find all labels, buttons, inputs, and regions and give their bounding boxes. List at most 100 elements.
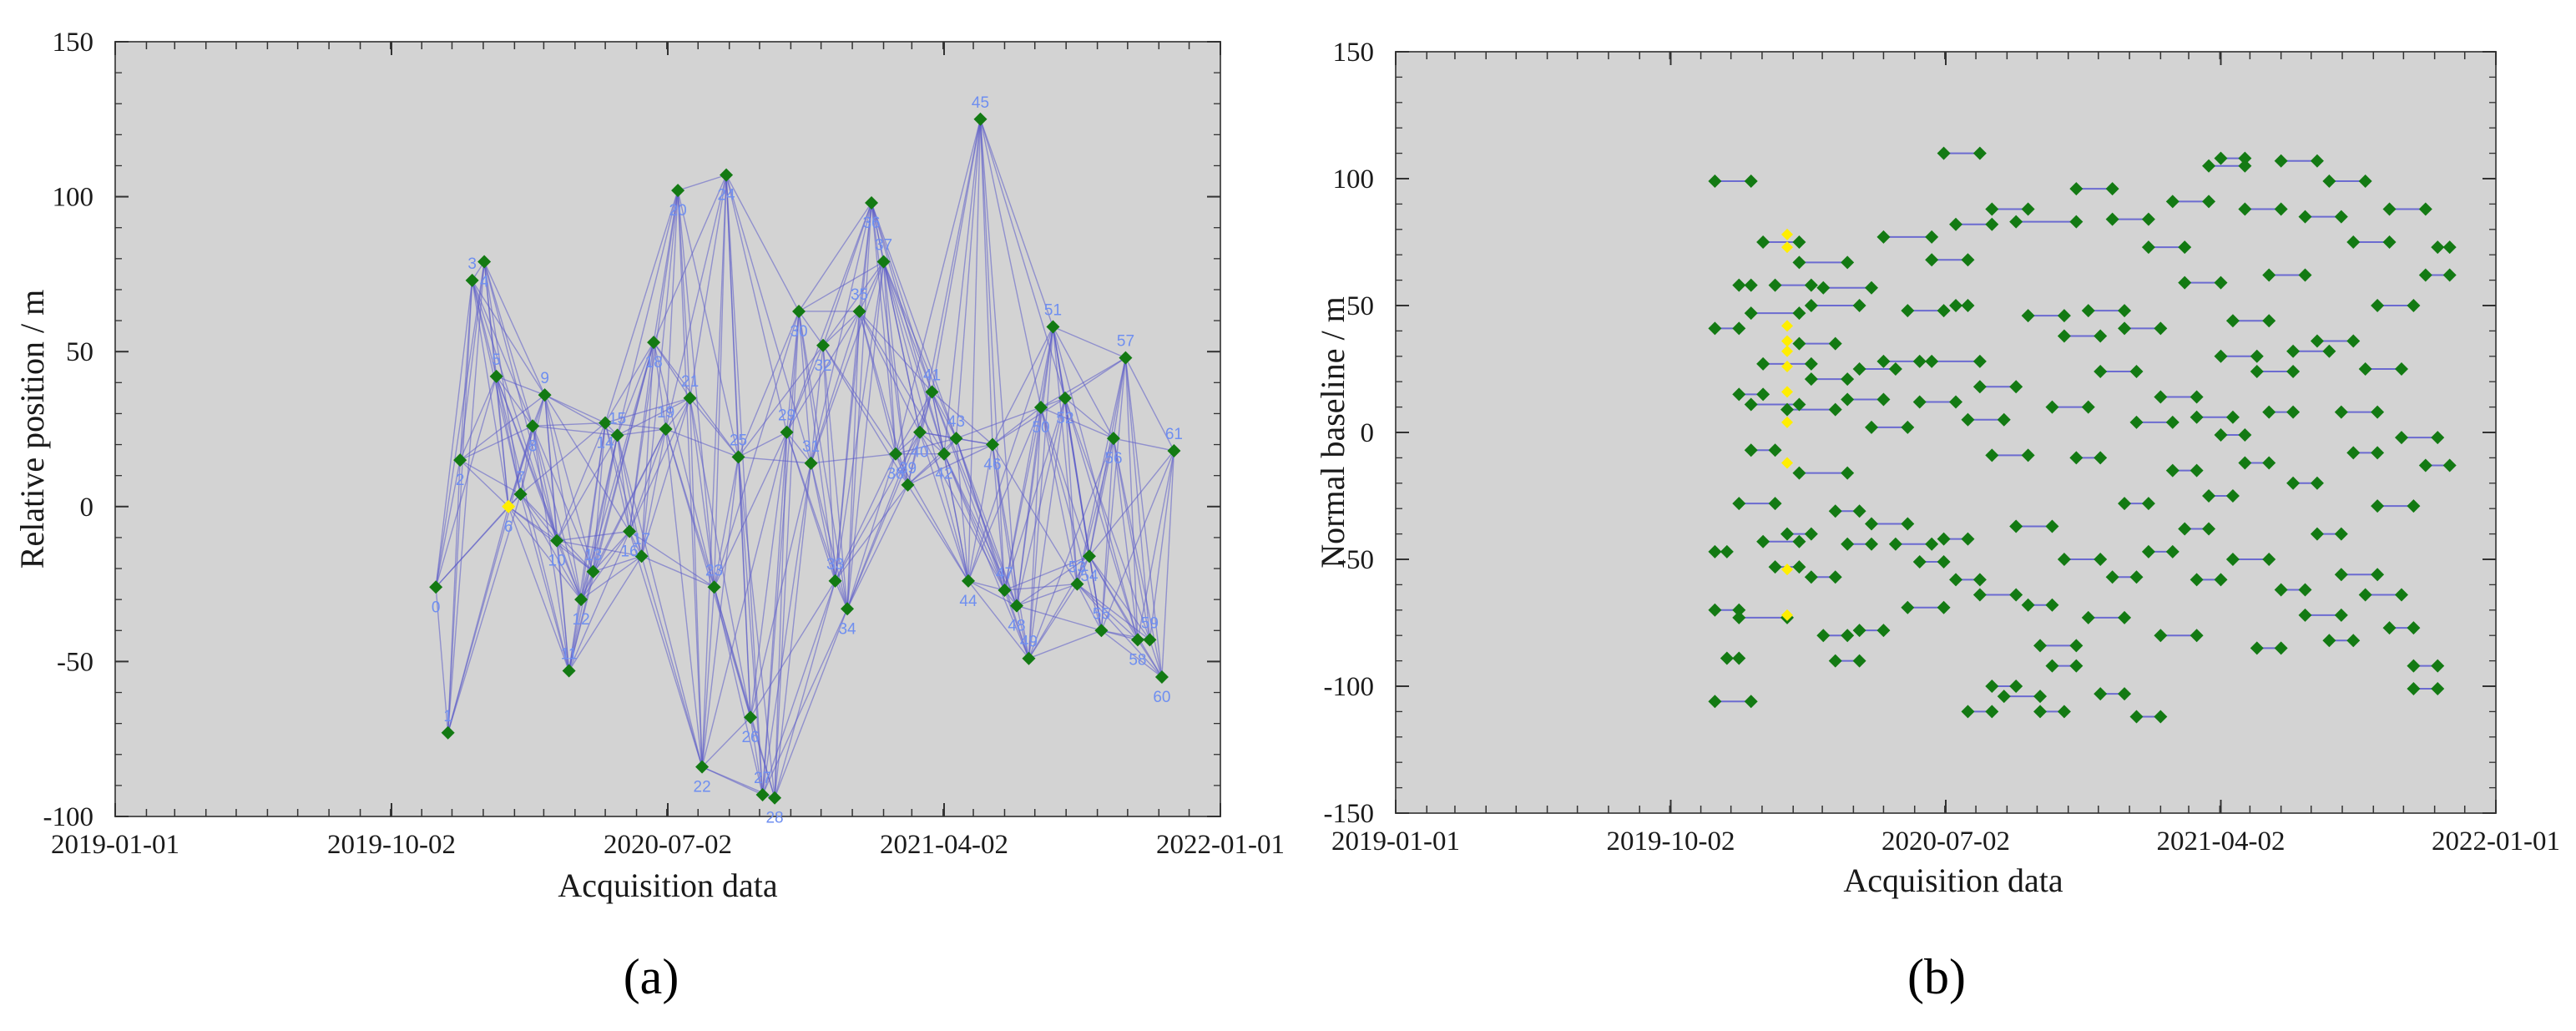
pair-end-point [2418,202,2432,216]
network-edge [834,202,872,581]
acquisition-point [720,168,734,182]
pair-start-point [2214,151,2228,165]
network-edge [604,422,643,557]
network-edge [435,376,498,588]
acquisition-point [731,450,745,464]
network-edge [1040,407,1090,557]
acquisition-index-label: 47 [996,565,1013,583]
network-edge [472,280,546,396]
pair-end-point [2238,159,2252,173]
pair-start-point [2154,629,2168,643]
pair-end-point [1937,600,1951,614]
acquisition-index-label: 37 [875,237,892,255]
pair-end-point [2286,365,2301,379]
network-edge [834,261,885,581]
pair-end-point [2442,268,2457,282]
panel-b-x-tick-label: 2020-07-02 [1881,826,2010,857]
acquisition-index-label: 58 [1129,651,1146,669]
network-edge [677,174,727,191]
pair-start-point [1949,299,1963,312]
acquisition-index-label: 27 [754,770,771,787]
network-edge [1100,450,1175,631]
pair-end-point [2214,275,2228,290]
pair-end-point [2298,583,2312,597]
network-edge [931,119,982,392]
acquisition-point [465,273,479,287]
network-edge [919,432,945,455]
acquisition-index-label: 0 [432,599,441,616]
network-edge [435,587,449,733]
network-edge [664,428,751,718]
pair-start-point [1780,402,1794,417]
acquisition-point [477,255,492,269]
acquisition-point [1094,624,1109,638]
acquisition-point [949,432,963,446]
network-edge [616,190,679,436]
acquisition-point [1143,633,1157,647]
network-edge [1064,397,1114,439]
pair-start-point [2394,431,2408,445]
network-edge [1076,437,1114,584]
acquisition-point [828,574,842,588]
network-edge [1161,450,1175,677]
network-edge [1124,357,1151,640]
network-edge [520,422,606,495]
acquisition-point [1033,401,1048,415]
pair-end-point [1985,705,1999,719]
acquisition-index-label: 1 [443,708,452,725]
network-edge [992,407,1042,446]
pair-end-point [2190,629,2204,643]
pair-start-point [1912,395,1927,409]
network-edge [604,190,679,423]
pair-start-point [2105,570,2119,584]
network-edge [1040,326,1054,408]
network-edge [943,119,982,454]
acquisition-point [913,425,927,439]
network-edge [1124,357,1175,452]
pair-start-point [1828,654,1842,668]
network-edge [483,261,558,541]
network-edge [737,311,800,457]
pair-end-point [2118,304,2132,318]
reference-date-point [1780,335,1793,347]
network-edge [1076,584,1139,640]
pair-start-point [1816,629,1831,643]
pair-start-point [1708,544,1722,558]
panel-b-y-tick-label: -150 [1324,799,1375,829]
network-edge [1053,326,1126,359]
pair-start-point [2190,573,2204,587]
network-edge [967,580,1005,591]
pair-end-point [2298,268,2312,282]
network-edge [1052,326,1078,584]
pair-start-point [1768,278,1782,292]
acquisition-index-label: 5 [492,351,501,369]
panel-a-tick-labels: 2019-01-01 2019-10-02 2020-07-02 2021-04-02… [43,28,1285,860]
network-edge [1040,407,1114,439]
pair-start-point [2431,240,2445,255]
reference-date-point [1780,457,1793,469]
pair-start-point [2346,235,2361,249]
acquisition-index-label: 10 [548,553,566,570]
pair-start-point [2298,210,2312,224]
pair-start-point [2165,195,2179,209]
pair-end-point [2382,235,2397,249]
pair-end-point [2394,588,2408,602]
pair-end-point [2431,682,2445,696]
pair-start-point [1937,532,1951,546]
network-edge [689,174,727,398]
network-edge [519,493,570,671]
network-edge [1076,357,1127,584]
network-edge [604,341,654,423]
pair-end-point [2274,641,2288,655]
network-edge [992,326,1054,445]
pair-end-point [2009,680,2023,693]
panel-b-y-tick-label: 0 [1361,418,1375,448]
acquisition-point [961,574,975,588]
pair-end-point [2069,215,2084,229]
acquisition-index-label: 54 [1080,568,1099,585]
pair-end-point [1841,255,1855,270]
pair-end-point [2178,240,2192,255]
panel-a-y-axis-title: Relative position / m [13,290,51,569]
pair-end-point [2371,568,2385,582]
network-edge [919,392,933,432]
